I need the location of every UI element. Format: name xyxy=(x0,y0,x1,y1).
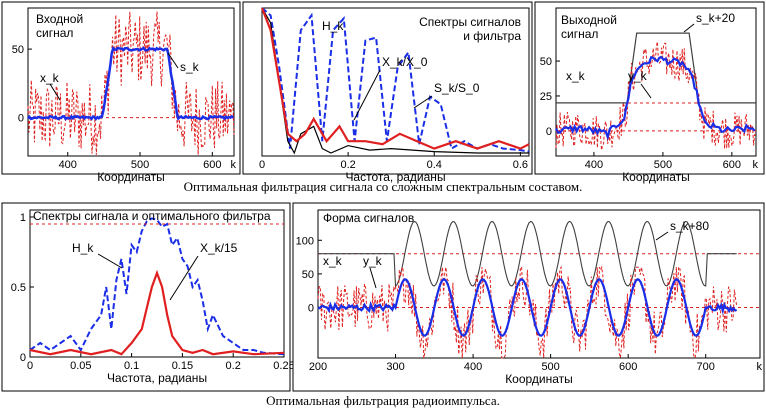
p1-ytick-label: 0 xyxy=(18,113,24,125)
p5-xtick-label: 600 xyxy=(619,361,637,373)
p3-xtick-label: 600 xyxy=(723,159,741,171)
p3-annot-xk: x_k xyxy=(566,69,586,83)
p1-title-line1: Входной xyxy=(36,12,83,26)
p4-ytick-label: 0 xyxy=(20,352,26,364)
p4-xtick-label: 0.25 xyxy=(273,360,294,372)
p5-xtick-label: 500 xyxy=(541,361,559,373)
p3-annot-yk: y_k xyxy=(628,69,648,83)
p3-ytick-label: 0 xyxy=(546,126,552,138)
p3-annot-sk20: s_k+20 xyxy=(696,11,735,25)
p4-ytick-label: 0.5 xyxy=(11,282,26,294)
p5-ytick-label: 50 xyxy=(302,269,314,281)
p2-xtick-label: 0.2 xyxy=(340,159,355,171)
chart-p5: 200 300 400 500 600 700 0 50 100 Координаты k Форма… xyxy=(292,202,765,392)
p1-xlabel-k: k xyxy=(231,159,237,171)
p3-xtick-label: 500 xyxy=(654,159,672,171)
p4-xtick-label: 0.1 xyxy=(124,360,139,372)
p2-series-xk xyxy=(260,7,530,150)
p1-annot-sk: s_k xyxy=(180,60,200,74)
p3-title-line2: сигнал xyxy=(561,27,598,41)
p3-series-xk xyxy=(555,41,756,151)
p1-xtick-label: 500 xyxy=(131,159,149,171)
p4-annot-xk-leader xyxy=(169,255,199,301)
p5-annot-yk-leader xyxy=(369,267,377,289)
p4-xtick-label: 0 xyxy=(27,360,33,372)
p3-plot-frame xyxy=(555,7,757,157)
p3-title-line1: Выходной xyxy=(561,13,617,27)
p5-ytick-label: 0 xyxy=(308,303,314,315)
p4-annot-hk: H_k xyxy=(72,241,94,255)
p5-plot-frame xyxy=(317,209,761,359)
p2-title-line1: Спектры сигналов xyxy=(419,15,521,29)
p3-xlabel: Координаты xyxy=(622,170,690,184)
p1-annot-xk-leader xyxy=(49,83,61,101)
p3-series-yk xyxy=(555,55,756,141)
p1-annot-xk: x_k xyxy=(40,71,60,85)
p5-title: Форма сигналов xyxy=(323,211,414,225)
p3-series-sk20 xyxy=(556,32,756,104)
p1-annot-sk-leader xyxy=(167,52,179,69)
p3-xlabel-k: k xyxy=(753,159,759,171)
p1-xtick-label: 400 xyxy=(59,159,77,171)
p4-plot-frame xyxy=(29,209,285,358)
p1-series-sk xyxy=(27,45,235,121)
p5-xlabel-k: k xyxy=(757,361,763,373)
p2-annot-sk-leader xyxy=(413,95,433,109)
p2-xtick-label: 0 xyxy=(259,159,265,171)
p4-series-xk xyxy=(29,269,285,356)
p5-xtick-label: 300 xyxy=(386,361,404,373)
p3-ytick-label: 50 xyxy=(540,56,552,68)
p4-xtick-label: 0.05 xyxy=(70,360,91,372)
p2-xtick-label: 0.6 xyxy=(513,159,528,171)
p1-xtick-label: 600 xyxy=(203,159,221,171)
p1-outer-frame xyxy=(1,1,241,175)
p3-annot-sk20-leader xyxy=(683,23,695,33)
p3-outer-frame xyxy=(534,1,765,175)
p5-series-yk xyxy=(317,278,738,337)
p5-annot-xk: x_k xyxy=(323,254,343,268)
p1-title-line2: сигнал xyxy=(36,26,73,40)
p1-xlabel: Координаты xyxy=(97,170,165,184)
p3-annot-yk-leader xyxy=(640,83,652,99)
chart-p2: 0 0.2 0.4 0.6 Частота, радианы Спектры сигнал… xyxy=(242,1,533,184)
p2-plot-frame xyxy=(261,7,530,157)
chart-p4: 0 0.05 0.1 0.15 0.2 0.25 0 0.5 1 Частота, радианы… xyxy=(1,202,295,392)
p2-xlabel: Частота, радианы xyxy=(345,170,445,184)
p5-ytick-label: 100 xyxy=(296,235,314,247)
p5-xlabel: Координаты xyxy=(505,372,573,386)
p2-annot-hk: H_k xyxy=(322,19,344,33)
p3-xtick-label: 400 xyxy=(585,159,603,171)
p4-xtick-label: 0.2 xyxy=(226,360,241,372)
p4-ytick-label: 1 xyxy=(20,212,26,224)
p4-outer-frame xyxy=(1,202,291,392)
p5-xtick-label: 700 xyxy=(697,361,715,373)
p5-xtick-label: 200 xyxy=(309,361,327,373)
p1-ytick-label: 50 xyxy=(12,44,24,56)
p2-annot-xk: X_k/X_0 xyxy=(382,55,428,69)
p2-annot-sk: S_k/S_0 xyxy=(434,81,480,95)
p1-plot-frame xyxy=(27,7,235,157)
p5-annot-sk80-leader xyxy=(655,231,669,241)
p2-annot-xk-leader xyxy=(353,69,381,121)
p5-series-sk80 xyxy=(318,220,737,288)
p5-annot-sk80: s_k+80 xyxy=(670,219,709,233)
p4-annot-hk-leader xyxy=(97,253,123,269)
p4-title: Спектры сигнала и оптимального фильтра xyxy=(33,209,271,223)
p5-annot-yk: y_k xyxy=(363,254,383,268)
p4-xtick-label: 0.15 xyxy=(172,360,193,372)
p2-title-line2: и фильтра xyxy=(463,29,521,43)
p4-series-hk xyxy=(29,217,285,356)
p4-xlabel: Частота, радианы xyxy=(107,371,207,385)
p4-annot-xk: X_k/15 xyxy=(200,241,238,255)
p2-xtick-label: 0.4 xyxy=(427,159,442,171)
p5-xtick-label: 400 xyxy=(464,361,482,373)
p3-ytick-label: 25 xyxy=(540,91,552,103)
